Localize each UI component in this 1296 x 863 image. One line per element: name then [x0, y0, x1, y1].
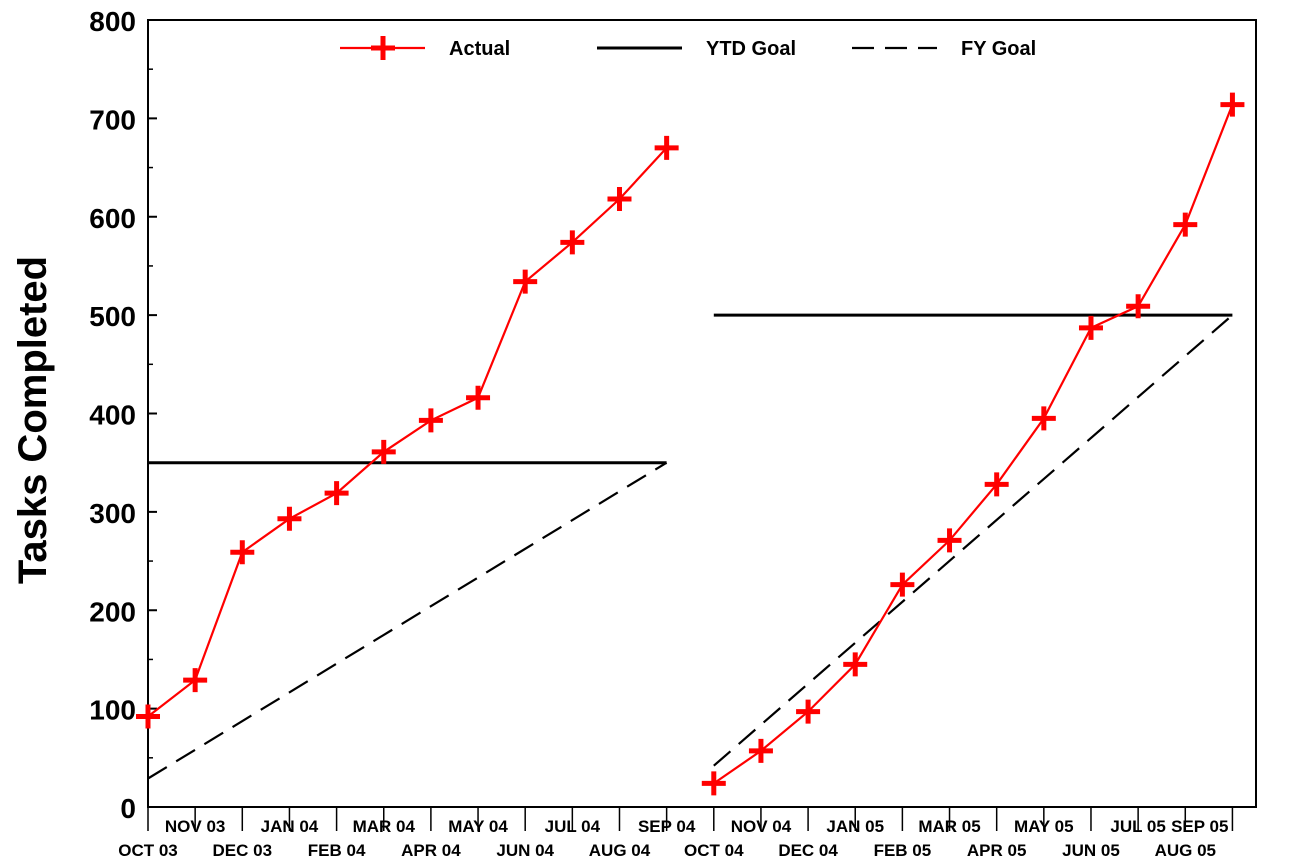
y-tick-label: 0 [120, 793, 136, 824]
y-axis-label: Tasks Completed [11, 256, 55, 584]
x-tick-label: JUL 05 [1110, 817, 1165, 836]
y-tick-label: 500 [89, 301, 136, 332]
actual-point [277, 506, 302, 531]
y-tick-label: 600 [89, 203, 136, 234]
x-tick-label: JAN 05 [826, 817, 884, 836]
x-tick-label: JAN 04 [261, 817, 319, 836]
x-tick-label: AUG 05 [1155, 841, 1216, 860]
actual-point [1220, 92, 1245, 117]
legend-ytd-goal-label: YTD Goal [706, 38, 796, 60]
actual-point [136, 704, 160, 729]
fy-goal-line [713, 314, 1234, 767]
y-tick-label: 300 [89, 498, 136, 529]
legend: Actual YTD Goal FY Goal [340, 36, 1036, 60]
x-tick-label: JUN 05 [1062, 841, 1120, 860]
actual-point [230, 540, 255, 565]
x-tick-label: NOV 04 [731, 817, 792, 836]
x-tick-label: SEP 05 [1171, 817, 1228, 836]
legend-actual-marker [371, 36, 395, 60]
actual-line [147, 147, 668, 718]
y-tick-label: 400 [89, 400, 136, 431]
y-tick-label: 700 [89, 104, 136, 135]
actual-point [607, 187, 632, 212]
y-tick-label: 100 [89, 695, 136, 726]
actual-point [560, 230, 585, 255]
actual-point [890, 572, 915, 597]
actual-point [796, 699, 821, 724]
actual-point [748, 738, 773, 763]
actual-point [513, 269, 538, 294]
actual-point [1078, 315, 1103, 340]
x-tick-label: OCT 03 [118, 841, 178, 860]
actual-point [701, 771, 726, 796]
actual-point [1126, 294, 1151, 319]
x-tick-label: AUG 04 [589, 841, 651, 860]
x-tick-label: JUN 04 [496, 841, 554, 860]
actual-point [324, 481, 349, 506]
axes: 0 100 200 300 400 500 600 700 800 OCT 03 NOV 03 DEC… [89, 6, 1257, 860]
actual-point [371, 439, 396, 464]
actual-point [1173, 212, 1198, 237]
actual-point [937, 528, 962, 553]
plot-series [136, 92, 1245, 796]
x-tick-label: NOV 03 [165, 817, 225, 836]
actual-point [843, 652, 868, 677]
actual-point [466, 385, 491, 410]
legend-actual-label: Actual [449, 38, 510, 60]
x-tick-label: APR 04 [401, 841, 461, 860]
plot-frame [147, 19, 1257, 808]
x-tick-label: JUL 04 [545, 817, 601, 836]
actual-point [984, 472, 1009, 497]
x-tick-label: MAY 05 [1014, 817, 1074, 836]
x-tick-label: DEC 04 [778, 841, 838, 860]
actual-point [183, 668, 208, 693]
actual-point [418, 408, 443, 433]
x-tick-label: FEB 05 [874, 841, 932, 860]
x-tick-label: MAR 04 [353, 817, 416, 836]
x-tick-label: MAR 05 [918, 817, 980, 836]
x-tick-label: SEP 04 [638, 817, 696, 836]
y-tick-label: 200 [89, 596, 136, 627]
x-tick-label: DEC 03 [213, 841, 273, 860]
x-tick-label: APR 05 [967, 841, 1027, 860]
fy-goal-line [147, 461, 668, 780]
x-tick-label: MAY 04 [448, 817, 508, 836]
actual-line [713, 104, 1234, 785]
x-tick-label: FEB 04 [308, 841, 366, 860]
x-tick-label: OCT 04 [684, 841, 744, 860]
actual-point [654, 135, 679, 160]
legend-fy-goal-label: FY Goal [961, 38, 1036, 60]
y-tick-label: 800 [89, 6, 136, 37]
actual-point [1031, 406, 1056, 431]
